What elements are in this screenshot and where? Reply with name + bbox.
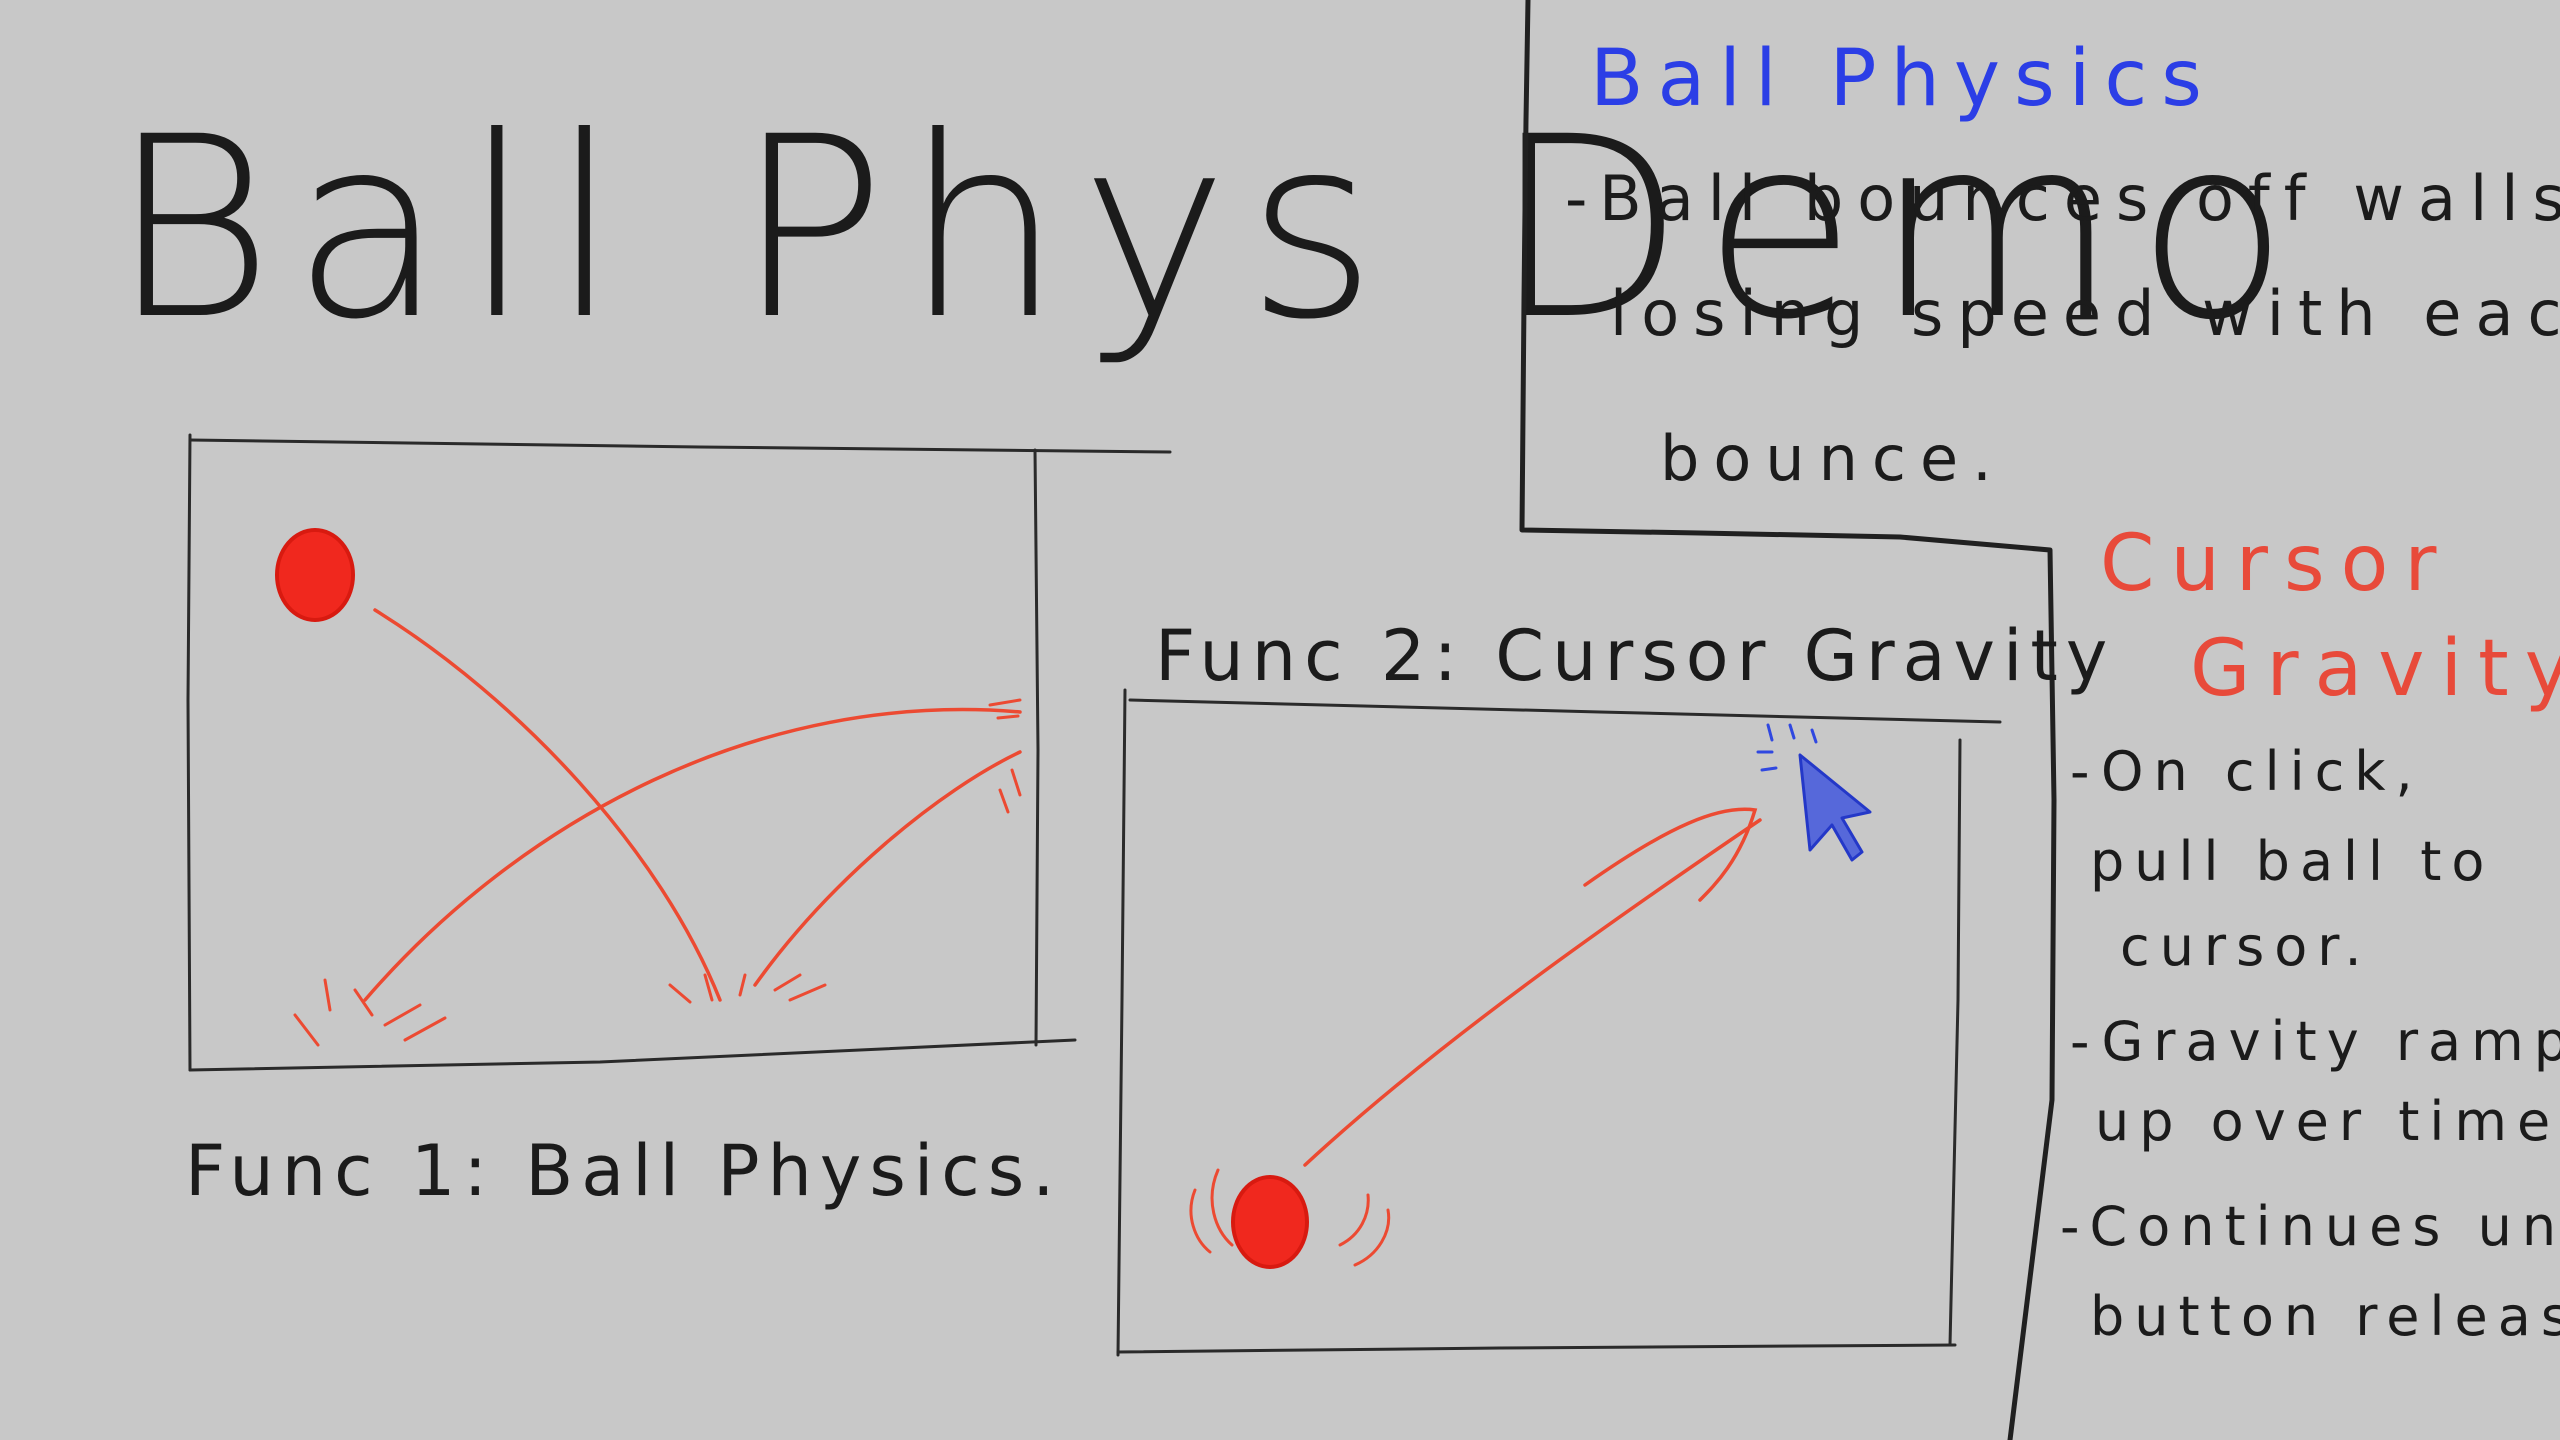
func2-trajectory-tail [1583, 807, 1758, 902]
mouse-cursor-icon [1756, 723, 1872, 862]
func1-trajectory-1 [373, 608, 722, 1002]
cursor-gravity-line-3: cursor. [2120, 915, 2372, 978]
cursor-gravity-heading-2: Gravity [2190, 624, 2560, 714]
func2-frame-bottom [1116, 1343, 1957, 1354]
ball-physics-note: Ball Physics -Ball bounces off walls, lo… [1565, 34, 2560, 495]
func2-panel: Func 2: Cursor Gravity [1116, 615, 2115, 1357]
cursor-arrow [1798, 753, 1872, 862]
ball-physics-heading: Ball Physics [1590, 34, 2216, 124]
func1-trajectory-3 [753, 750, 1022, 987]
cursor-gravity-line-7: button released. [2090, 1285, 2560, 1348]
cursor-gravity-line-6: -Continues until [2060, 1195, 2560, 1258]
cursor-gravity-line-4: -Gravity ramps [2070, 1010, 2560, 1073]
cursor-gravity-line-2: pull ball to [2090, 830, 2494, 893]
ball-physics-line-2: losing speed with each [1610, 277, 2560, 350]
func2-trajectory [1303, 818, 1762, 1167]
func1-panel: Func 1: Ball Physics. [185, 433, 1172, 1212]
cursor-click-ticks [1756, 723, 1818, 772]
ball-physics-line-1: -Ball bounces off walls, [1565, 162, 2560, 235]
func1-impact-ticks-2 [668, 973, 827, 1004]
func1-impact-ticks-1 [293, 978, 447, 1047]
cursor-gravity-line-5: up over time. [2095, 1090, 2560, 1153]
func1-frame-left [186, 433, 192, 1072]
page-title: Ball Phys Demo [110, 83, 2307, 374]
cursor-gravity-note: Cursor Gravity -On click, pull ball to c… [2060, 519, 2560, 1348]
notes-divider [1519, 0, 2057, 1440]
func2-motion-ticks [1189, 1168, 1391, 1267]
func1-caption: Func 1: Ball Physics. [185, 1130, 1062, 1212]
func2-frame-top [1128, 698, 2002, 724]
func2-frame-right [1948, 738, 1962, 1347]
func1-ball-icon [275, 528, 355, 622]
func1-frame-right [1033, 448, 1040, 1047]
func1-frame-bottom [188, 1038, 1077, 1072]
cursor-gravity-heading-1: Cursor [2100, 519, 2452, 609]
func2-frame-left [1116, 688, 1127, 1357]
func1-frame-top [188, 438, 1172, 454]
func1-impact-ticks-3 [988, 698, 1022, 814]
func1-trajectory-2 [363, 707, 1022, 1002]
cursor-gravity-line-1: -On click, [2070, 740, 2423, 803]
func2-ball-icon [1231, 1175, 1309, 1269]
ball-physics-line-3: bounce. [1660, 422, 2006, 495]
func2-caption: Func 2: Cursor Gravity [1155, 615, 2115, 697]
